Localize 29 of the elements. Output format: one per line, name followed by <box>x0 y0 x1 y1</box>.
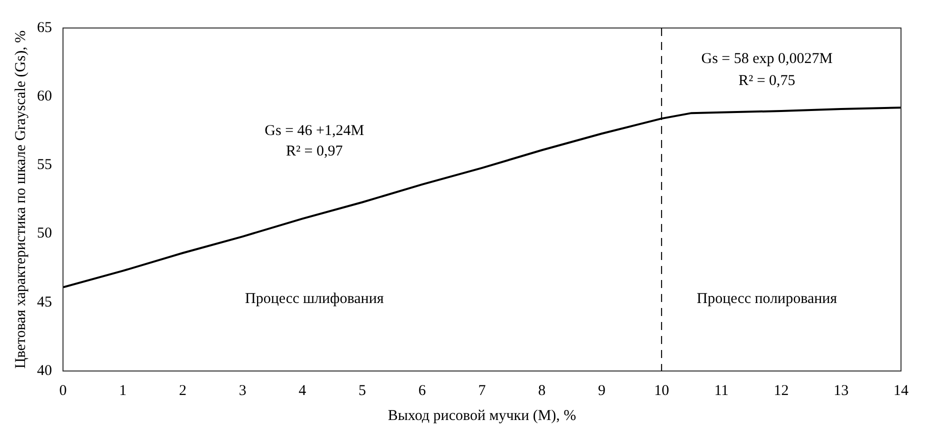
y-tick-label: 40 <box>37 362 52 379</box>
annotation: Процесс полирования <box>696 290 838 307</box>
x-tick-label: 10 <box>654 382 670 399</box>
x-tick-label: 14 <box>894 382 909 399</box>
x-tick-label: 7 <box>478 382 486 399</box>
annotation: R² = 0,75 <box>738 73 796 90</box>
y-tick-label: 45 <box>37 294 52 310</box>
y-tick-label: 55 <box>37 157 52 174</box>
y-axis-title: Цветовая характеристика по шкале Grayscale (Gs), % <box>12 30 29 369</box>
annotation: Gs = 58 exp 0,0027M <box>701 50 833 67</box>
x-tick-label: 9 <box>598 382 606 399</box>
x-tick-label: 3 <box>238 382 246 399</box>
y-tick-label: 50 <box>37 226 52 242</box>
x-tick-label: 13 <box>834 382 849 399</box>
annotation: R² = 0,97 <box>286 143 344 160</box>
x-tick-label: 11 <box>714 382 729 399</box>
x-axis-title: Выход рисовой мучки (M), % <box>388 408 576 424</box>
x-tick-label: 5 <box>358 382 366 399</box>
annotation: Процесс шлифования <box>245 290 384 307</box>
y-tick-label: 60 <box>37 88 52 105</box>
x-tick-label: 6 <box>418 382 426 399</box>
x-tick-label: 12 <box>774 382 789 399</box>
y-tick-label: 65 <box>37 20 52 36</box>
x-tick-label: 0 <box>59 382 67 399</box>
x-tick-label: 4 <box>298 382 307 399</box>
x-tick-label: 1 <box>119 382 127 399</box>
annotation: Gs = 46 +1,24M <box>264 122 364 139</box>
x-tick-label: 8 <box>538 382 546 399</box>
x-tick-label: 2 <box>178 382 186 399</box>
